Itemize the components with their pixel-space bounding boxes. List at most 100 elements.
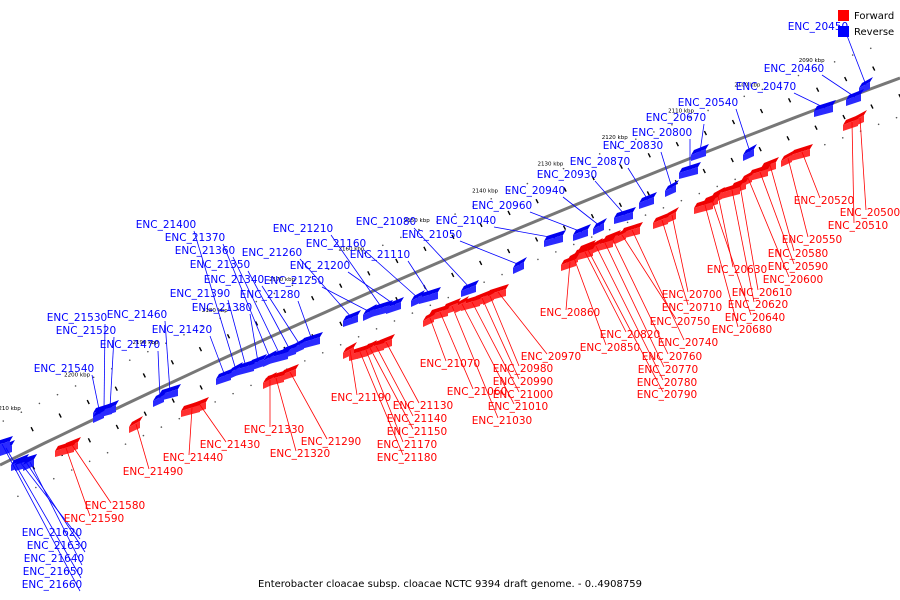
reverse-gene-arrow[interactable] — [513, 257, 527, 274]
reverse-gene-label[interactable]: ENC_21470 — [100, 339, 160, 351]
reverse-gene-label[interactable]: ENC_21280 — [240, 289, 300, 301]
reverse-gene-arrow[interactable] — [639, 192, 657, 209]
forward-gene-label[interactable]: ENC_21190 — [331, 392, 391, 404]
reverse-gene-arrow[interactable] — [363, 304, 377, 321]
reverse-gene-label[interactable]: ENC_21050 — [402, 229, 462, 241]
forward-gene-arrow[interactable] — [181, 400, 203, 417]
forward-gene-label[interactable]: ENC_20750 — [650, 316, 710, 328]
reverse-gene-label[interactable]: ENC_21420 — [152, 324, 212, 336]
forward-gene-label[interactable]: ENC_20740 — [658, 337, 718, 349]
reverse-gene-label[interactable]: ENC_21520 — [56, 325, 116, 337]
reverse-gene-arrow[interactable] — [814, 100, 836, 117]
forward-gene-arrow[interactable] — [561, 254, 579, 271]
forward-gene-label[interactable]: ENC_20640 — [725, 312, 785, 324]
reverse-gene-arrow[interactable] — [0, 436, 13, 453]
reverse-gene-label[interactable]: ENC_21340 — [204, 274, 264, 286]
forward-gene-label[interactable]: ENC_20970 — [521, 351, 581, 363]
reverse-gene-label[interactable]: ENC_20940 — [505, 185, 565, 197]
reverse-gene-label[interactable]: ENC_20470 — [736, 81, 796, 93]
reverse-gene-arrow[interactable] — [743, 144, 757, 161]
forward-gene-arrow[interactable] — [263, 372, 277, 389]
forward-gene-arrow[interactable] — [791, 144, 813, 161]
reverse-gene-label[interactable]: ENC_21620 — [22, 527, 82, 539]
reverse-gene-label[interactable]: ENC_20800 — [632, 127, 692, 139]
reverse-gene-arrow[interactable] — [343, 310, 361, 327]
reverse-gene-label[interactable]: ENC_20540 — [678, 97, 738, 109]
forward-gene-label[interactable]: ENC_21290 — [301, 436, 361, 448]
forward-gene-label[interactable]: ENC_21070 — [420, 358, 480, 370]
reverse-gene-label[interactable]: ENC_21460 — [107, 309, 167, 321]
reverse-gene-label[interactable]: ENC_21400 — [136, 219, 196, 231]
forward-gene-arrow[interactable] — [694, 197, 716, 214]
forward-gene-label[interactable]: ENC_20790 — [637, 389, 697, 401]
forward-gene-label[interactable]: ENC_20620 — [728, 299, 788, 311]
reverse-gene-label[interactable]: ENC_20870 — [570, 156, 630, 168]
reverse-gene-arrow[interactable] — [371, 300, 393, 317]
reverse-gene-label[interactable]: ENC_21160 — [306, 238, 366, 250]
forward-gene-arrow[interactable] — [55, 440, 77, 457]
reverse-gene-arrow[interactable] — [846, 89, 864, 106]
forward-gene-label[interactable]: ENC_21140 — [387, 413, 447, 425]
reverse-gene-arrow[interactable] — [93, 406, 107, 423]
forward-gene-label[interactable]: ENC_21430 — [200, 439, 260, 451]
reverse-gene-label[interactable]: ENC_20670 — [646, 112, 706, 124]
forward-gene-label[interactable]: ENC_21320 — [270, 448, 330, 460]
reverse-gene-label[interactable]: ENC_21110 — [350, 249, 410, 261]
forward-gene-arrow[interactable] — [653, 212, 671, 229]
forward-gene-label[interactable]: ENC_21000 — [493, 389, 553, 401]
forward-gene-label[interactable]: ENC_20630 — [707, 264, 767, 276]
forward-gene-label[interactable]: ENC_21130 — [393, 400, 453, 412]
reverse-gene-arrow[interactable] — [461, 280, 479, 297]
forward-gene-label[interactable]: ENC_20600 — [763, 274, 823, 286]
reverse-gene-label[interactable]: ENC_21390 — [170, 288, 230, 300]
forward-gene-label[interactable]: ENC_20760 — [642, 351, 702, 363]
forward-gene-label[interactable]: ENC_21590 — [64, 513, 124, 525]
forward-gene-label[interactable]: ENC_20770 — [638, 364, 698, 376]
forward-gene-label[interactable]: ENC_20610 — [732, 287, 792, 299]
reverse-gene-label[interactable]: ENC_21650 — [23, 566, 83, 578]
forward-gene-label[interactable]: ENC_20780 — [637, 377, 697, 389]
forward-gene-label[interactable]: ENC_21440 — [163, 452, 223, 464]
forward-gene-label[interactable]: ENC_20710 — [662, 302, 722, 314]
reverse-gene-arrow[interactable] — [593, 218, 607, 235]
reverse-gene-label[interactable]: ENC_21250 — [264, 275, 324, 287]
reverse-gene-label[interactable]: ENC_21350 — [190, 259, 250, 271]
forward-gene-label[interactable]: ENC_20550 — [782, 234, 842, 246]
reverse-gene-label[interactable]: ENC_21640 — [24, 553, 84, 565]
reverse-gene-label[interactable]: ENC_20930 — [537, 169, 597, 181]
reverse-gene-arrow[interactable] — [419, 287, 441, 304]
reverse-gene-label[interactable]: ENC_21260 — [242, 247, 302, 259]
forward-gene-label[interactable]: ENC_20980 — [493, 363, 553, 375]
reverse-gene-arrow[interactable] — [216, 368, 234, 385]
forward-gene-label[interactable]: ENC_20520 — [794, 195, 854, 207]
reverse-gene-label[interactable]: ENC_21630 — [27, 540, 87, 552]
reverse-gene-label[interactable]: ENC_21210 — [273, 223, 333, 235]
forward-gene-label[interactable]: ENC_21060 — [447, 386, 507, 398]
forward-gene-arrow[interactable] — [749, 164, 771, 181]
reverse-gene-label[interactable]: ENC_21530 — [47, 312, 107, 324]
reverse-gene-label[interactable]: ENC_21540 — [34, 363, 94, 375]
forward-gene-label[interactable]: ENC_20700 — [662, 289, 722, 301]
forward-gene-arrow[interactable] — [843, 114, 861, 131]
reverse-gene-label[interactable]: ENC_21080 — [356, 216, 416, 228]
reverse-gene-label[interactable]: ENC_21360 — [175, 245, 235, 257]
reverse-gene-label[interactable]: ENC_21040 — [436, 215, 496, 227]
forward-gene-arrow[interactable] — [349, 344, 371, 361]
reverse-gene-label[interactable]: ENC_20460 — [764, 63, 824, 75]
forward-gene-label[interactable]: ENC_20580 — [768, 248, 828, 260]
forward-gene-label[interactable]: ENC_21490 — [123, 466, 183, 478]
forward-gene-label[interactable]: ENC_21330 — [244, 424, 304, 436]
forward-gene-label[interactable]: ENC_20500 — [840, 207, 900, 219]
forward-gene-arrow[interactable] — [781, 150, 795, 167]
reverse-gene-arrow[interactable] — [573, 224, 591, 241]
reverse-gene-arrow[interactable] — [301, 332, 323, 349]
forward-gene-label[interactable]: ENC_20510 — [828, 220, 888, 232]
reverse-gene-label[interactable]: ENC_20450 — [788, 21, 848, 33]
reverse-gene-arrow[interactable] — [665, 180, 679, 197]
forward-gene-label[interactable]: ENC_20590 — [768, 261, 828, 273]
forward-gene-arrow[interactable] — [423, 310, 437, 327]
forward-gene-label[interactable]: ENC_21150 — [387, 426, 447, 438]
reverse-gene-label[interactable]: ENC_21370 — [165, 232, 225, 244]
forward-gene-label[interactable]: ENC_21010 — [488, 401, 548, 413]
reverse-gene-label[interactable]: ENC_20830 — [603, 140, 663, 152]
